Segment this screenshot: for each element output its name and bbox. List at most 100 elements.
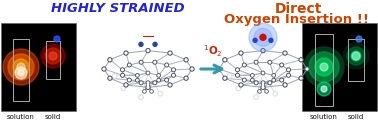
Circle shape xyxy=(109,77,111,79)
Circle shape xyxy=(227,74,232,78)
Circle shape xyxy=(158,80,160,81)
Circle shape xyxy=(305,67,309,71)
Circle shape xyxy=(243,78,246,82)
Circle shape xyxy=(158,91,163,96)
Circle shape xyxy=(320,63,328,71)
Circle shape xyxy=(140,61,142,63)
Circle shape xyxy=(252,80,253,81)
Circle shape xyxy=(139,81,143,85)
Circle shape xyxy=(169,84,171,86)
Circle shape xyxy=(261,49,265,53)
Circle shape xyxy=(127,78,131,82)
Circle shape xyxy=(217,67,221,71)
Circle shape xyxy=(254,81,258,85)
Circle shape xyxy=(147,84,149,86)
Circle shape xyxy=(256,61,257,63)
Circle shape xyxy=(269,61,271,63)
Circle shape xyxy=(109,59,111,61)
Bar xyxy=(46,41,60,79)
Circle shape xyxy=(13,59,29,75)
Circle shape xyxy=(283,83,287,87)
Circle shape xyxy=(283,51,287,55)
Circle shape xyxy=(269,38,273,42)
Circle shape xyxy=(243,63,246,67)
Circle shape xyxy=(139,60,143,64)
Circle shape xyxy=(121,68,124,72)
Circle shape xyxy=(158,75,160,76)
Circle shape xyxy=(224,77,226,79)
Text: HIGHLY STRAINED: HIGHLY STRAINED xyxy=(51,2,185,15)
Circle shape xyxy=(343,43,369,69)
Circle shape xyxy=(139,42,143,46)
Circle shape xyxy=(273,91,277,96)
Circle shape xyxy=(124,51,128,55)
Circle shape xyxy=(300,77,302,79)
Circle shape xyxy=(45,48,61,64)
Circle shape xyxy=(15,67,27,79)
Text: solution: solution xyxy=(310,114,338,120)
Circle shape xyxy=(165,63,169,67)
Circle shape xyxy=(41,44,65,68)
Text: Oxygen Insertion !!: Oxygen Insertion !! xyxy=(223,13,369,26)
Circle shape xyxy=(146,81,150,84)
Circle shape xyxy=(309,52,339,82)
Circle shape xyxy=(274,93,276,95)
Bar xyxy=(302,23,377,111)
Circle shape xyxy=(153,81,156,85)
Circle shape xyxy=(255,96,257,98)
Circle shape xyxy=(146,83,150,86)
Circle shape xyxy=(237,87,239,89)
Circle shape xyxy=(258,32,268,42)
Circle shape xyxy=(136,75,138,76)
Circle shape xyxy=(218,68,220,70)
Circle shape xyxy=(184,58,188,62)
Circle shape xyxy=(173,74,174,76)
Circle shape xyxy=(262,72,264,74)
Text: solid: solid xyxy=(45,114,61,120)
Circle shape xyxy=(8,54,34,80)
Circle shape xyxy=(262,83,265,86)
Circle shape xyxy=(136,74,139,77)
Circle shape xyxy=(136,79,139,82)
Circle shape xyxy=(169,52,171,54)
Circle shape xyxy=(240,84,242,86)
Circle shape xyxy=(129,79,130,81)
Circle shape xyxy=(281,64,282,66)
Circle shape xyxy=(17,63,25,71)
Text: solid: solid xyxy=(348,114,364,120)
Circle shape xyxy=(146,71,150,75)
Circle shape xyxy=(299,76,303,80)
Circle shape xyxy=(240,52,242,54)
Circle shape xyxy=(351,51,361,61)
Circle shape xyxy=(121,86,125,91)
Circle shape xyxy=(168,51,172,55)
Circle shape xyxy=(166,64,167,66)
Circle shape xyxy=(266,91,267,92)
Circle shape xyxy=(254,60,258,64)
Circle shape xyxy=(159,93,161,95)
Circle shape xyxy=(166,79,167,81)
Circle shape xyxy=(165,78,169,82)
Circle shape xyxy=(304,47,344,87)
Circle shape xyxy=(108,58,112,62)
FancyArrowPatch shape xyxy=(201,65,222,73)
Circle shape xyxy=(288,74,289,76)
Circle shape xyxy=(287,68,290,72)
Circle shape xyxy=(102,67,106,71)
Circle shape xyxy=(112,74,117,78)
Circle shape xyxy=(252,75,253,76)
Text: solution: solution xyxy=(7,114,35,120)
Circle shape xyxy=(3,49,39,85)
Bar xyxy=(1,23,76,111)
Circle shape xyxy=(122,87,124,89)
Circle shape xyxy=(236,73,239,77)
Text: $^1$O$_2$: $^1$O$_2$ xyxy=(203,43,223,59)
Circle shape xyxy=(261,81,265,84)
Circle shape xyxy=(251,79,254,82)
Text: Direct: Direct xyxy=(274,2,322,16)
Circle shape xyxy=(108,76,112,80)
Circle shape xyxy=(237,74,238,76)
Circle shape xyxy=(153,60,156,64)
Circle shape xyxy=(151,91,152,92)
Circle shape xyxy=(262,82,264,83)
